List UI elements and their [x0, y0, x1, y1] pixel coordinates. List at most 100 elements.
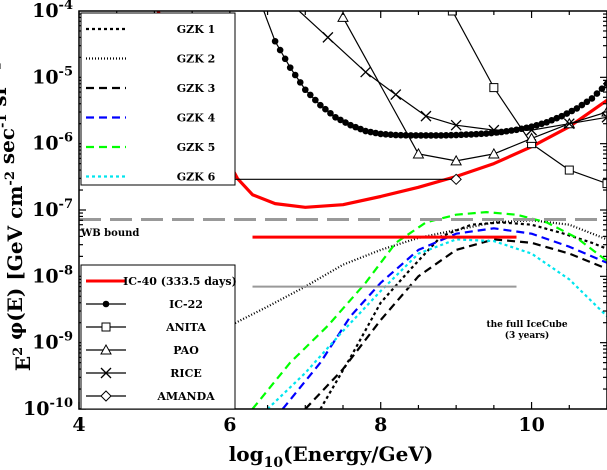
ic-22-marker — [472, 130, 480, 138]
series-line — [319, 221, 607, 409]
ic-22-marker — [568, 107, 576, 115]
series-gzk-5 — [251, 211, 607, 409]
series-gzk-6 — [266, 238, 607, 409]
ic-22-marker — [437, 132, 445, 139]
ic-22-marker — [342, 119, 349, 126]
ic-22-marker — [286, 64, 294, 71]
legend-label: PAO — [173, 344, 199, 357]
ic-22-marker — [593, 90, 601, 97]
ic-22-marker — [427, 132, 435, 139]
ic-22-marker — [538, 120, 545, 128]
ic-22-marker — [397, 131, 405, 139]
ic-22-marker — [483, 130, 490, 137]
pao-marker — [337, 11, 349, 22]
series-line — [298, 11, 607, 131]
series-line — [342, 17, 607, 162]
ic-22-marker — [598, 85, 606, 92]
amanda-marker — [450, 173, 462, 186]
legend-label: GZK 3 — [177, 82, 215, 95]
ic-22-marker — [387, 131, 395, 138]
anita-marker — [602, 179, 607, 189]
series-line — [281, 227, 607, 409]
x-tick-label: 10 — [518, 414, 544, 436]
ic-22-marker — [452, 131, 460, 139]
series-pao — [337, 11, 607, 166]
ic-22-marker — [447, 131, 455, 139]
legend-label: RICE — [170, 367, 201, 380]
ic-22-marker — [412, 132, 420, 139]
legend-label: AMANDA — [156, 390, 215, 403]
ic-22-marker — [291, 71, 299, 79]
legend-label: IC-22 — [169, 298, 203, 311]
y-tick-label: 10-7 — [32, 197, 73, 221]
ic-22-marker — [372, 129, 379, 137]
ic-22-marker — [553, 114, 561, 122]
y-tick-label: 10-5 — [32, 64, 73, 88]
y-tick-label: 10-4 — [32, 0, 73, 22]
ic-22-marker — [382, 131, 390, 138]
legend-upper — [80, 12, 236, 186]
series-line — [251, 211, 607, 409]
legend-label: GZK 1 — [177, 23, 215, 36]
pao-marker — [412, 147, 425, 159]
series-gzk-4 — [281, 227, 607, 409]
pao-marker — [450, 154, 462, 166]
x-tick-label: 8 — [374, 414, 387, 436]
x-axis-title: log10(Energy/GeV) — [229, 442, 434, 470]
ic-22-marker — [327, 109, 334, 117]
ic-22-marker — [422, 132, 430, 139]
ic-22-marker — [276, 46, 284, 54]
legend-label: GZK 2 — [177, 53, 215, 66]
pao-marker — [488, 147, 500, 159]
ic-22-marker — [347, 121, 354, 129]
legend-lower — [80, 264, 236, 410]
rice-marker — [390, 89, 402, 101]
series-anita — [447, 11, 607, 189]
legend-marker — [101, 322, 111, 332]
ic-22-marker — [307, 91, 314, 99]
ic-22-marker — [367, 128, 374, 136]
ic-22-marker — [357, 125, 364, 133]
anita-marker — [489, 83, 499, 93]
ic-22-marker — [477, 130, 485, 138]
legend-label: ANITA — [165, 321, 206, 334]
legend-label: GZK 6 — [177, 171, 216, 184]
legend-label: GZK 5 — [177, 141, 215, 154]
legend-marker — [102, 300, 110, 308]
series-rice — [298, 11, 607, 136]
series-gzk-1 — [319, 221, 607, 409]
ic-22-marker — [457, 131, 465, 139]
rice-marker — [563, 118, 575, 130]
ic-22-marker — [301, 86, 309, 94]
ic-22-marker — [467, 131, 475, 138]
legend-marker — [100, 343, 112, 355]
ic-22-marker — [332, 113, 339, 121]
y-tick-label: 10-10 — [23, 396, 73, 420]
rice-marker — [601, 111, 607, 123]
ic-22-marker — [578, 101, 586, 109]
legend-label: IC-40 (333.5 days) — [123, 275, 237, 288]
ic-22-marker — [362, 127, 369, 135]
ic-22-marker — [588, 95, 596, 102]
full-icecube-label: the full IceCube — [486, 320, 567, 330]
ic-22-marker — [548, 116, 555, 124]
y-axis-title: E2 φ(E) [GeV cm-2 sec-1 sr-1] — [0, 61, 35, 371]
x-tick-label: 6 — [223, 414, 236, 436]
y-tick-label: 10-8 — [32, 263, 73, 287]
anita-marker — [564, 165, 574, 175]
ic-22-marker — [583, 98, 591, 106]
ic-22-marker — [442, 132, 450, 139]
rice-marker — [322, 31, 334, 43]
ic-22-marker — [271, 37, 279, 45]
ic-22-marker — [312, 96, 319, 104]
y-tick-label: 10-6 — [32, 131, 73, 155]
ic-22-marker — [322, 105, 329, 113]
rice-marker — [526, 124, 538, 136]
series-line — [266, 238, 607, 409]
ic-22-marker — [563, 110, 571, 117]
ic-22-marker — [352, 123, 359, 131]
anita-marker — [447, 11, 457, 16]
ic-22-marker — [337, 116, 344, 124]
ic-22-marker — [392, 131, 400, 139]
